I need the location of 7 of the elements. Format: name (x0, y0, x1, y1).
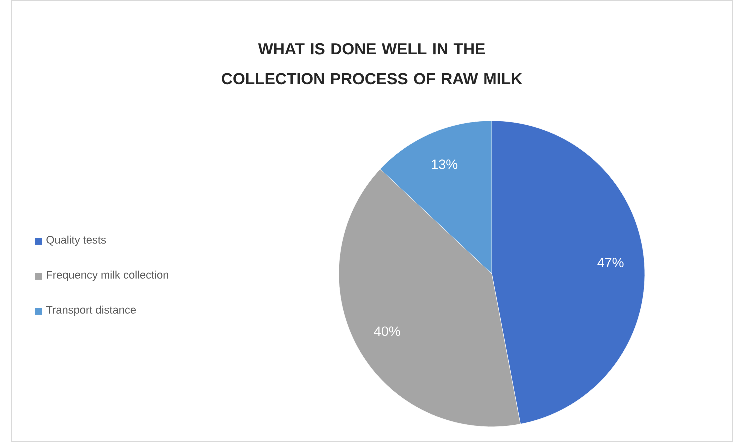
data-label: 13% (432, 160, 458, 170)
legend-label: Quality tests (46, 236, 106, 246)
data-label: 40% (374, 326, 400, 336)
legend-label: Frequency milk collection (47, 270, 168, 282)
legend-label: Transport distance (46, 306, 136, 316)
chart-title: WHAT IS DONE WELL IN THE COLLECTION PROCESS OF RAW MILK (222, 43, 522, 85)
data-label: 47% (598, 258, 624, 268)
